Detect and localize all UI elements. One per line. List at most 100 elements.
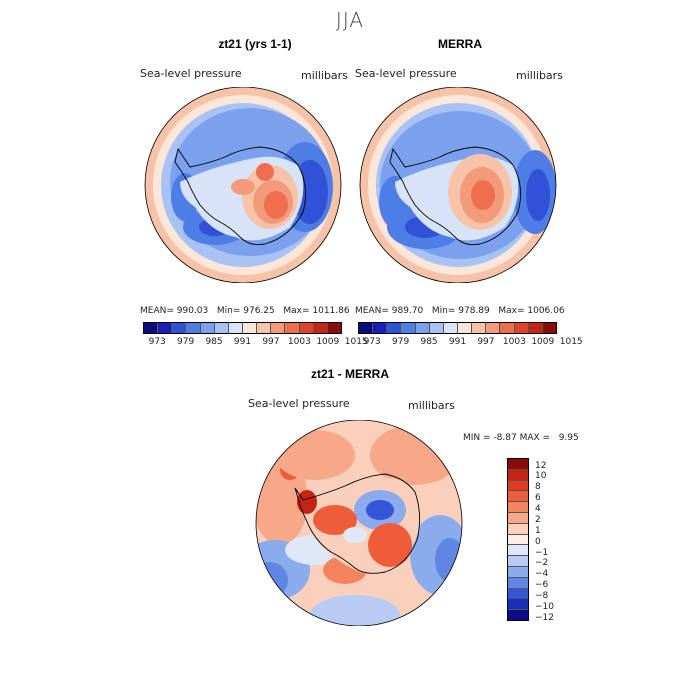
colorbar-tick-label: 4 — [535, 504, 541, 515]
colorbar-tick-label: 973 — [363, 337, 381, 347]
colorbar-swatch — [508, 502, 528, 513]
colorbar-swatch — [327, 323, 341, 333]
colorbar-swatch — [508, 534, 528, 546]
colorbar-swatch — [508, 566, 528, 578]
positive-anomaly — [313, 505, 357, 535]
colorbar-swatch — [508, 523, 528, 535]
colorbar-tick-label: 1015 — [559, 337, 583, 347]
colorbar-swatch — [486, 323, 501, 333]
panel-3-units: millibars — [408, 399, 455, 412]
negative-anomaly-core — [366, 500, 394, 520]
colorbar-swatch — [514, 323, 529, 333]
colorbar-swatch — [214, 323, 229, 333]
colorbar-swatch — [200, 323, 215, 333]
panel-2-title: MERRA — [438, 37, 482, 51]
high-pressure — [231, 179, 255, 195]
panel-3-map — [255, 420, 463, 626]
panel-1-stats: MEAN= 990.03 Min= 976.25 Max= 1011.86 — [140, 306, 350, 316]
colorbar-swatch — [271, 323, 286, 333]
colorbar-swatch — [508, 577, 528, 589]
colorbar-tick-label: −10 — [535, 601, 554, 612]
colorbar-tick-label: −12 — [535, 612, 554, 623]
colorbar-swatch — [508, 512, 528, 524]
colorbar-swatch — [508, 459, 528, 470]
max-value: 9.95 — [558, 433, 579, 443]
panel-1-variable: Sea-level pressure — [140, 67, 242, 80]
colorbar-tick-label: 1003 — [502, 337, 526, 347]
colorbar-tick-label: 991 — [233, 337, 252, 347]
positive-anomaly-core — [297, 490, 317, 514]
min-value: -8.87 — [493, 433, 517, 443]
colorbar-tick-label: 2 — [535, 514, 541, 525]
panel-2-units: millibars — [516, 69, 563, 82]
colorbar-tick-label: 985 — [420, 337, 438, 347]
positive-anomaly — [370, 425, 460, 485]
colorbar-swatch — [508, 610, 528, 620]
colorbar-swatch — [172, 323, 187, 333]
colorbar-swatch — [500, 323, 515, 333]
colorbar-tick-label: 985 — [205, 337, 223, 347]
colorbar-tick-label: −8 — [535, 591, 549, 601]
colorbar-tick-label: 991 — [448, 337, 467, 347]
panel-1-map — [144, 87, 342, 283]
panel-2-map — [359, 87, 557, 283]
colorbar-tick-label: −6 — [535, 580, 549, 591]
panel-3-colorbar-ticks: 12 10 8 6 4 2 1 0 −1 −2 −4 −6 −8 −10 −12 — [535, 458, 575, 623]
max-label: Max= — [498, 306, 525, 316]
colorbar-swatch — [508, 588, 528, 600]
colorbar-swatch — [186, 323, 201, 333]
colorbar-tick-label: 6 — [535, 493, 541, 504]
colorbar-tick-label: −1 — [535, 547, 549, 558]
mean-value: 989.70 — [391, 306, 424, 316]
colorbar-swatch — [472, 323, 487, 333]
season-title: JJA — [335, 8, 365, 32]
colorbar-swatch — [158, 323, 173, 333]
positive-anomaly — [275, 430, 355, 480]
colorbar-tick-label: 1 — [535, 525, 541, 536]
colorbar-tick-label: 1009 — [531, 337, 555, 347]
colorbar-swatch — [415, 323, 430, 333]
colorbar-swatch — [359, 323, 374, 333]
colorbar-swatch — [242, 323, 258, 333]
colorbar-tick-label: 979 — [392, 337, 410, 347]
colorbar-swatch — [508, 599, 528, 611]
min-value: 976.25 — [243, 306, 275, 316]
high-pressure-core — [256, 163, 274, 181]
panel-2-stats: MEAN= 989.70 Min= 978.89 Max= 1006.06 — [355, 306, 565, 316]
colorbar-swatch — [508, 545, 528, 557]
near-zero — [343, 527, 367, 543]
min-value: 978.89 — [458, 306, 490, 316]
colorbar-tick-label: 8 — [535, 482, 541, 493]
colorbar-swatch — [373, 323, 388, 333]
min-label: Min= — [216, 306, 241, 316]
panel-3-title: zt21 - MERRA — [310, 367, 389, 381]
max-label: Max= — [283, 306, 310, 316]
mean-label: MEAN= — [355, 306, 389, 316]
panel-1-colorbar — [143, 322, 342, 334]
panel-1-units: millibars — [301, 69, 348, 82]
colorbar-swatch — [508, 480, 528, 492]
min-label: MIN = — [463, 433, 491, 443]
colorbar-swatch — [429, 323, 444, 333]
antarctica-coastline — [389, 146, 522, 246]
colorbar-swatch — [144, 323, 159, 333]
colorbar-swatch — [508, 469, 528, 481]
mean-value: 990.03 — [176, 306, 209, 316]
panel-2-variable: Sea-level pressure — [355, 67, 457, 80]
max-value: 1006.06 — [527, 306, 565, 316]
panel-1-colorbar-ticks: 973 979 985 991 997 1003 1009 1015 — [143, 337, 368, 349]
panel-2-colorbar — [358, 322, 557, 334]
colorbar-tick-label: −2 — [535, 558, 549, 569]
map-boundary — [255, 420, 463, 626]
panel-2-colorbar-ticks: 973 979 985 991 997 1003 1009 1015 — [358, 337, 583, 349]
map-boundary — [359, 87, 557, 283]
high-pressure-core — [264, 191, 288, 219]
colorbar-swatch — [401, 323, 416, 333]
colorbar-tick-label: 1009 — [316, 337, 340, 347]
colorbar-swatch — [508, 491, 528, 503]
low-pressure-east-core — [526, 169, 550, 221]
antarctica-coastline — [174, 146, 307, 246]
colorbar-tick-label: 973 — [148, 337, 166, 347]
colorbar-swatch — [257, 323, 272, 333]
colorbar-swatch — [285, 323, 300, 333]
